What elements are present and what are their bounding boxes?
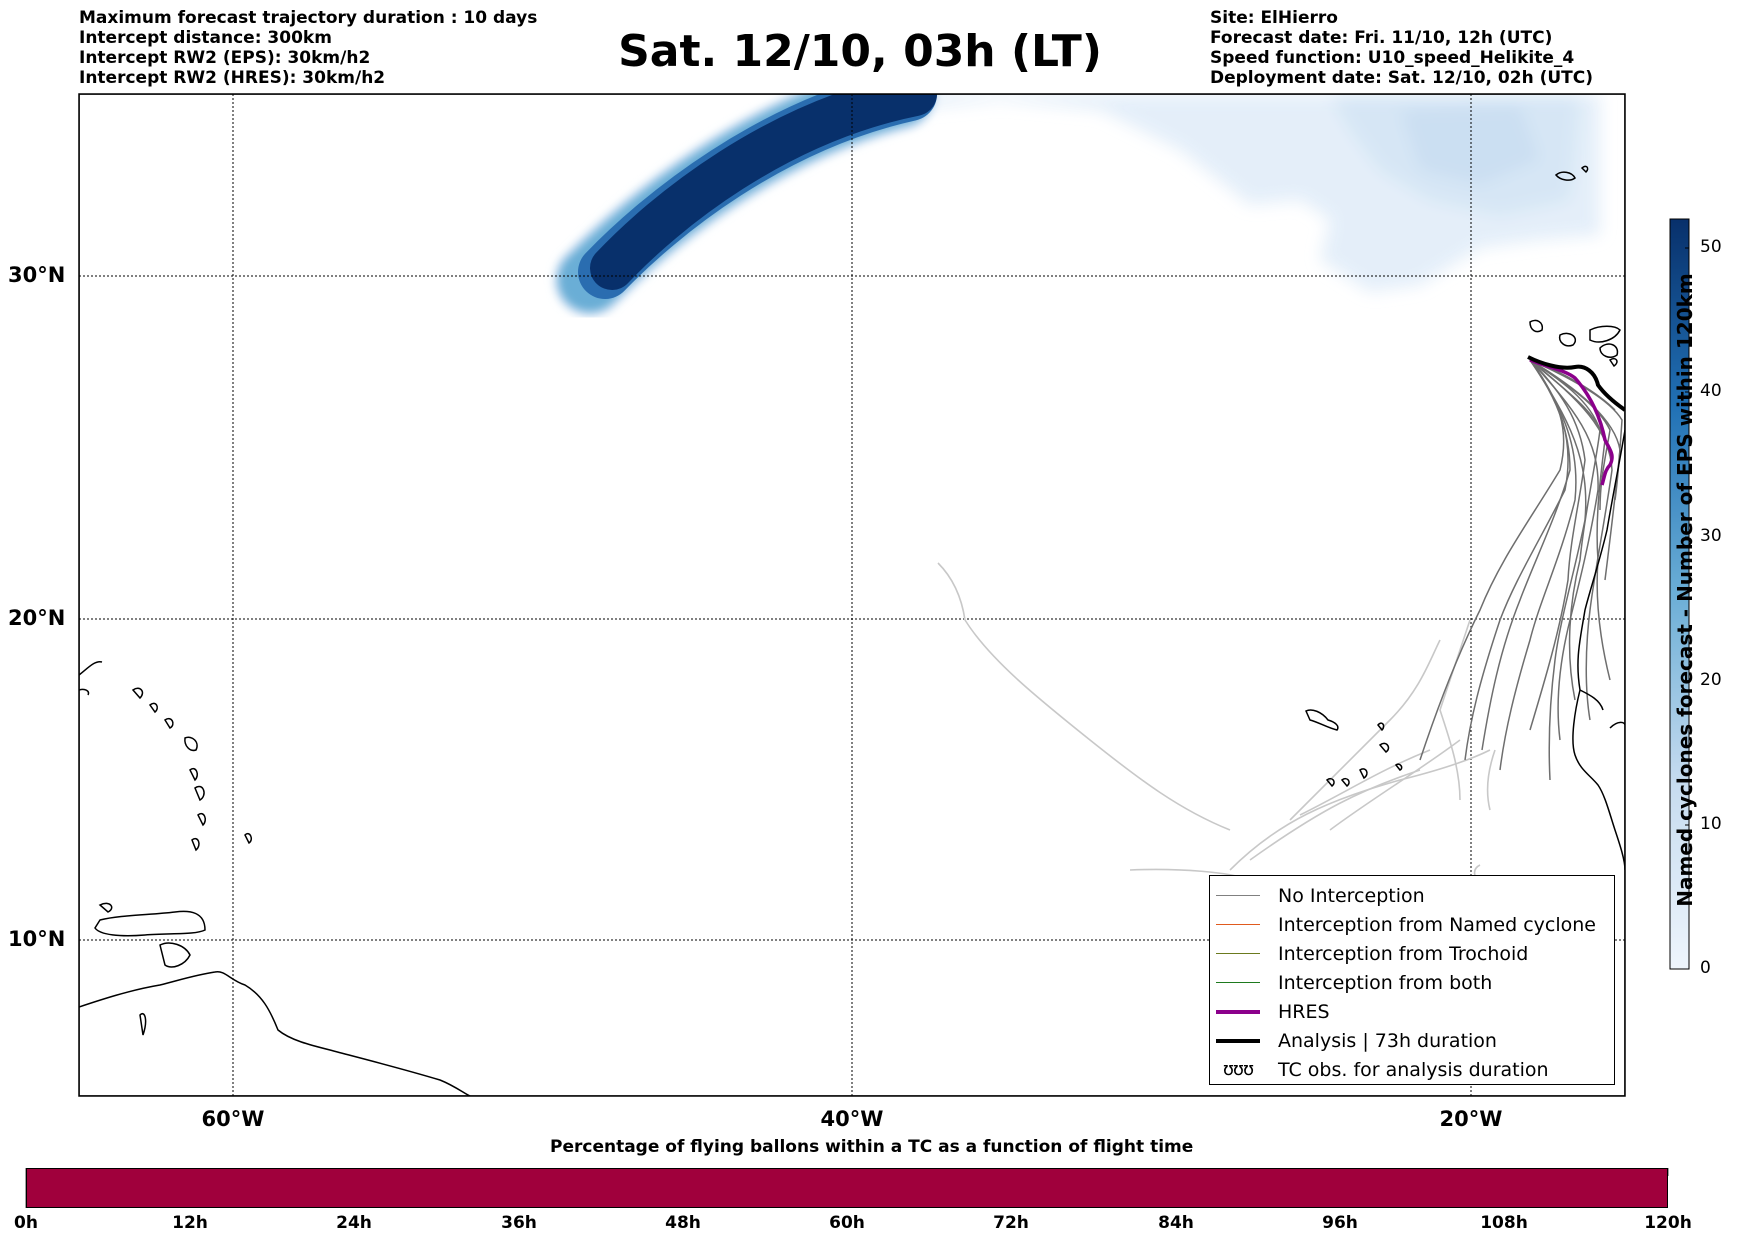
flight-bar-tick-label: 72h	[993, 1213, 1029, 1233]
flight-bar-title: Percentage of flying ballons within a TC…	[550, 1137, 1194, 1157]
legend-item-hres: HRES	[1210, 997, 1614, 1026]
header-left-line: Intercept RW2 (HRES): 30km/h2	[79, 68, 386, 88]
flight-bar-tick-label: 48h	[665, 1213, 701, 1233]
flight-bar-tick-label: 108h	[1480, 1213, 1528, 1233]
lon-label-60w: 60°W	[201, 1107, 265, 1131]
flight-bar-tick-label: 36h	[501, 1213, 537, 1233]
header-right-line: Forecast date: Fri. 11/10, 12h (UTC)	[1210, 28, 1553, 48]
lat-label-20n: 20°N	[8, 606, 66, 630]
flight-bar-tick-label: 0h	[14, 1213, 38, 1233]
colorbar-tick-label: 20	[1700, 670, 1722, 690]
header-left-line: Maximum forecast trajectory duration : 1…	[79, 8, 538, 28]
lat-label-30n: 30°N	[8, 263, 66, 287]
colorbar-title: Named cyclones forecast - Number of EPS …	[1673, 273, 1697, 907]
eps-density-light	[860, 94, 1600, 292]
legend-line-icon	[1216, 1009, 1260, 1014]
tc-symbol-icon: ʊʊʊ	[1222, 1059, 1254, 1080]
flight-bar-tick-label: 60h	[829, 1213, 865, 1233]
legend-item-both: Interception from both	[1210, 968, 1614, 997]
legend-line-icon	[1216, 924, 1260, 925]
map-legend: No Interception Interception from Named …	[1209, 875, 1615, 1085]
coastlines	[79, 165, 1625, 1096]
legend-item-no-interception: No Interception	[1210, 881, 1614, 910]
legend-item-analysis: Analysis | 73h duration	[1210, 1026, 1614, 1055]
legend-label: Analysis | 73h duration	[1278, 1029, 1497, 1052]
legend-label: Interception from Named cyclone	[1278, 913, 1596, 936]
legend-label: No Interception	[1278, 884, 1425, 907]
trajectories-dark	[1419, 359, 1623, 781]
flight-bar-tick-label: 12h	[172, 1213, 208, 1233]
legend-label: HRES	[1278, 1000, 1330, 1023]
legend-line-icon	[1216, 895, 1260, 896]
legend-label: Interception from both	[1278, 971, 1493, 994]
colorbar	[1669, 218, 1690, 970]
flight-time-bar	[26, 1168, 1668, 1208]
header-left-line: Intercept RW2 (EPS): 30km/h2	[79, 48, 371, 68]
legend-item-tc-obs: ʊʊʊ TC obs. for analysis duration	[1210, 1055, 1614, 1084]
colorbar-tick-label: 40	[1700, 381, 1722, 401]
hres-trajectory	[1529, 358, 1614, 486]
colorbar-tick-label: 10	[1700, 814, 1722, 834]
flight-bar-tick-label: 120h	[1644, 1213, 1692, 1233]
legend-item-named-cyclone: Interception from Named cyclone	[1210, 910, 1614, 939]
header-right-line: Speed function: U10_speed_Helikite_4	[1210, 48, 1575, 68]
legend-item-trochoid: Interception from Trochoid	[1210, 939, 1614, 968]
lon-label-20w: 20°W	[1439, 1107, 1503, 1131]
colorbar-tick-label: 50	[1700, 237, 1722, 257]
legend-line-icon	[1216, 1038, 1260, 1043]
legend-label: TC obs. for analysis duration	[1278, 1058, 1549, 1081]
lat-label-10n: 10°N	[8, 927, 66, 951]
flight-bar-tick-label: 96h	[1322, 1213, 1358, 1233]
legend-label: Interception from Trochoid	[1278, 942, 1529, 965]
header-right-line: Deployment date: Sat. 12/10, 02h (UTC)	[1210, 68, 1594, 88]
map-title: Sat. 12/10, 03h (LT)	[618, 26, 1102, 77]
flight-bar-tick-label: 24h	[336, 1213, 372, 1233]
lon-label-40w: 40°W	[820, 1107, 884, 1131]
header-left-info: Maximum forecast trajectory duration : 1…	[79, 8, 537, 88]
flight-bar-tick-label: 84h	[1158, 1213, 1194, 1233]
legend-line-icon	[1216, 982, 1260, 983]
analysis-trajectory	[1527, 355, 1625, 412]
header-right-info: Site: ElHierro Forecast date: Fri. 11/10…	[1210, 8, 1593, 88]
eps-density-band	[553, 94, 937, 317]
colorbar-tick-label: 30	[1700, 526, 1722, 546]
trajectories-light	[937, 562, 1496, 891]
colorbar-ticks	[1685, 247, 1689, 970]
header-left-line: Intercept distance: 300km	[79, 28, 332, 48]
legend-line-icon	[1216, 953, 1260, 954]
colorbar-tick-label: 0	[1700, 958, 1711, 978]
header-right-line: Site: ElHierro	[1210, 8, 1338, 28]
